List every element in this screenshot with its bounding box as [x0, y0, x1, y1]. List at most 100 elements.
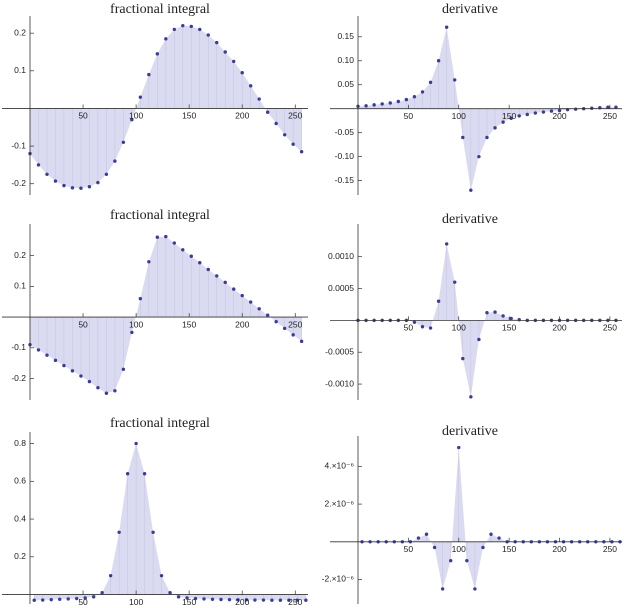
point: [493, 310, 497, 314]
x-tick-label: 50: [404, 544, 414, 554]
point: [210, 597, 215, 601]
y-tick-label: -0.10: [335, 151, 355, 161]
point: [32, 598, 36, 602]
y-tick-label: 0.0005: [328, 283, 354, 293]
x-tick-label: 200: [235, 319, 249, 329]
point: [79, 374, 83, 378]
point: [189, 254, 193, 258]
point: [282, 326, 287, 331]
point: [489, 532, 493, 536]
point: [291, 333, 295, 337]
point: [249, 84, 253, 88]
x-tick-label: 250: [288, 111, 302, 121]
y-tick-label: -0.05: [335, 127, 355, 137]
point: [41, 598, 45, 602]
y-tick-label: 0.05: [337, 79, 354, 89]
point: [142, 472, 147, 476]
point: [449, 558, 453, 563]
point: [557, 108, 562, 113]
point: [257, 97, 261, 101]
y-tick-label: 0.15: [337, 31, 354, 41]
y-tick-label: -0.1: [11, 342, 26, 352]
point: [66, 597, 70, 601]
point: [501, 120, 505, 124]
x-tick-label: 50: [78, 319, 88, 329]
y-tick-label: 0.1: [14, 281, 26, 291]
point: [436, 299, 441, 303]
x-tick-label: 50: [404, 111, 414, 121]
point: [299, 339, 304, 344]
point: [282, 133, 287, 137]
point: [497, 536, 501, 540]
x-tick-label: 150: [502, 323, 516, 333]
point: [436, 59, 441, 63]
point: [96, 180, 100, 185]
x-tick-label: 200: [552, 544, 566, 554]
x-tick-label: 250: [603, 111, 617, 121]
point: [62, 183, 66, 188]
point: [87, 185, 92, 189]
y-tick-label: -0.1: [11, 140, 26, 150]
point: [428, 80, 433, 85]
point: [549, 109, 554, 113]
y-tick-label: -2.×10⁻⁶: [322, 574, 354, 584]
point: [193, 596, 198, 601]
point: [185, 596, 189, 600]
point: [53, 358, 58, 363]
point: [155, 235, 160, 239]
point: [380, 102, 384, 106]
point: [223, 280, 227, 285]
point: [164, 234, 168, 239]
point: [424, 532, 429, 536]
point: [159, 573, 164, 578]
point: [147, 260, 151, 264]
y-tick-label: 0.2: [14, 27, 26, 37]
chart-title: fractional integral: [110, 208, 210, 223]
point: [236, 598, 240, 602]
x-tick-label: 150: [502, 111, 516, 121]
y-tick-label: 0.1: [14, 65, 26, 75]
point: [573, 107, 578, 111]
x-tick-label: 100: [129, 319, 143, 329]
point: [295, 598, 300, 602]
point: [253, 598, 257, 602]
filling: [34, 443, 306, 601]
point: [117, 530, 121, 534]
point: [444, 25, 449, 29]
x-tick-label: 50: [404, 323, 414, 333]
point: [261, 598, 266, 602]
x-tick-label: 50: [78, 597, 88, 607]
point: [53, 179, 58, 183]
y-tick-label: 0.2: [14, 250, 26, 260]
point: [485, 311, 489, 315]
point: [74, 596, 79, 601]
point: [541, 110, 546, 114]
x-tick-label: 150: [182, 597, 196, 607]
point: [232, 287, 236, 291]
point: [244, 598, 249, 602]
point: [453, 78, 457, 82]
point: [223, 50, 227, 54]
point: [614, 105, 618, 109]
point: [304, 598, 308, 602]
point: [428, 326, 433, 330]
point: [299, 150, 304, 154]
x-tick-label: 200: [235, 111, 249, 121]
point: [278, 598, 283, 602]
point: [372, 103, 376, 107]
point: [440, 587, 445, 591]
chart-title: derivative: [442, 2, 498, 17]
point: [469, 188, 473, 192]
point: [274, 121, 278, 126]
point: [134, 441, 138, 446]
point: [533, 111, 538, 115]
y-tick-label: 0.2: [14, 551, 26, 561]
point: [138, 95, 143, 99]
x-tick-label: 250: [603, 323, 617, 333]
point: [291, 142, 295, 146]
point: [181, 23, 185, 28]
y-tick-label: -0.15: [335, 175, 355, 185]
y-tick-label: 0.8: [14, 438, 26, 448]
point: [121, 367, 126, 371]
point: [36, 348, 41, 352]
